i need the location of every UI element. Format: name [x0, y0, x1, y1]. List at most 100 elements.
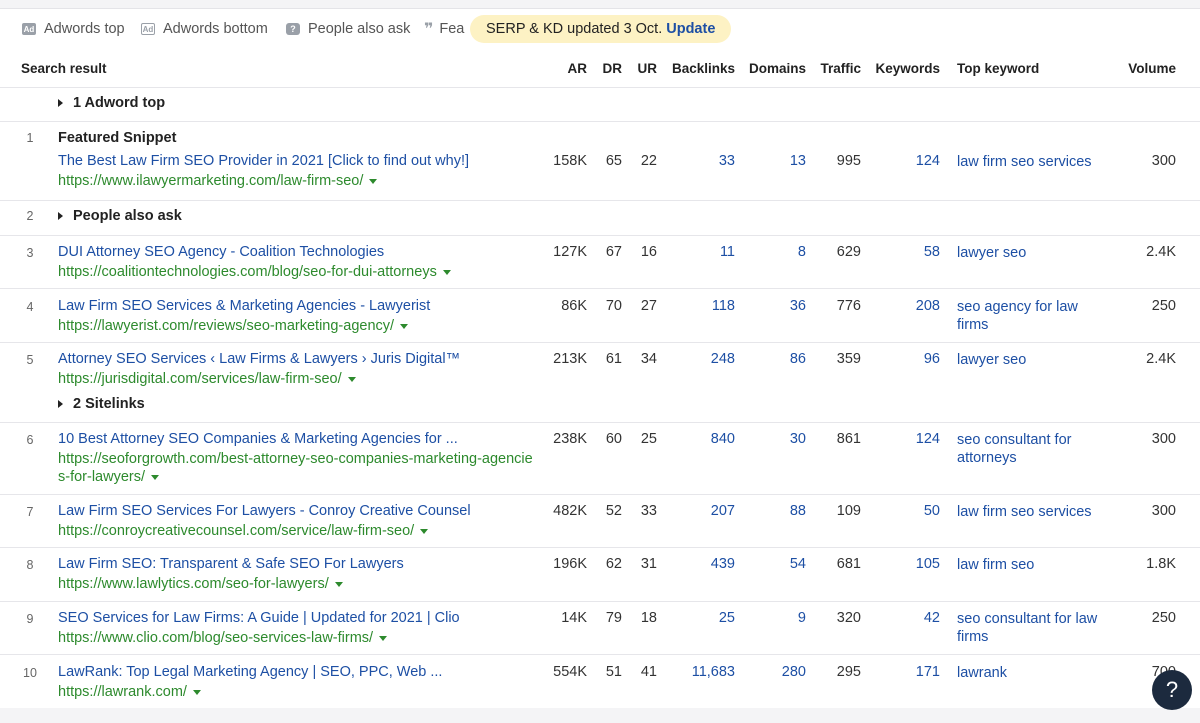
- domains-link[interactable]: 36: [789, 298, 806, 314]
- col-ar[interactable]: AR: [567, 61, 588, 76]
- result-url[interactable]: https://conroycreativecounsel.com/servic…: [58, 522, 538, 540]
- result-title[interactable]: The Best Law Firm SEO Provider in 2021 […: [58, 153, 469, 169]
- keywords-link[interactable]: 96: [923, 351, 940, 367]
- result-title[interactable]: SEO Services for Law Firms: A Guide | Up…: [58, 610, 460, 626]
- ur-value: 22: [640, 153, 657, 169]
- result-title[interactable]: DUI Attorney SEO Agency - Coalition Tech…: [58, 244, 385, 260]
- help-button[interactable]: ?: [1152, 670, 1192, 710]
- result-title[interactable]: Law Firm SEO: Transparent & Safe SEO For…: [58, 556, 404, 572]
- top-keyword-link[interactable]: law firm seo services: [957, 154, 1092, 170]
- backlinks-link[interactable]: 840: [710, 431, 735, 447]
- backlinks-link[interactable]: 439: [710, 556, 735, 572]
- divider: [0, 235, 1200, 236]
- keywords-link[interactable]: 105: [915, 556, 940, 572]
- dropdown-caret-icon[interactable]: [151, 474, 160, 480]
- result-title[interactable]: Attorney SEO Services ‹ Law Firms & Lawy…: [58, 351, 461, 367]
- col-top-keyword[interactable]: Top keyword: [957, 61, 1040, 76]
- keywords-link[interactable]: 50: [923, 503, 940, 519]
- col-traffic[interactable]: Traffic: [820, 61, 861, 76]
- col-ur[interactable]: UR: [637, 61, 658, 76]
- traffic-value: 681: [836, 556, 861, 572]
- ar-value: 86K: [561, 298, 587, 314]
- volume-value: 2.4K: [1146, 244, 1176, 260]
- keywords-link[interactable]: 124: [915, 431, 940, 447]
- group-adword-top[interactable]: 1 Adword top: [58, 95, 165, 111]
- col-keywords[interactable]: Keywords: [875, 61, 940, 76]
- dropdown-caret-icon[interactable]: [442, 269, 451, 275]
- keywords-link[interactable]: 124: [915, 153, 940, 169]
- top-keyword-link[interactable]: seo consultant for attorneys: [957, 432, 1072, 466]
- ad-outline-icon: Ad: [141, 23, 155, 35]
- backlinks-link[interactable]: 33: [718, 153, 735, 169]
- result-url[interactable]: https://lawyerist.com/reviews/seo-market…: [58, 317, 538, 335]
- divider: [0, 200, 1200, 201]
- keywords-link[interactable]: 171: [915, 664, 940, 680]
- divider: [0, 654, 1200, 655]
- result-url[interactable]: https://www.lawlytics.com/seo-for-lawyer…: [58, 575, 538, 593]
- domains-link[interactable]: 30: [789, 431, 806, 447]
- dropdown-caret-icon[interactable]: [334, 581, 343, 587]
- result-url[interactable]: https://www.ilawyermarketing.com/law-fir…: [58, 172, 538, 190]
- domains-link[interactable]: 88: [789, 503, 806, 519]
- result-url[interactable]: https://seoforgrowth.com/best-attorney-s…: [58, 451, 533, 485]
- filter-adwords-top[interactable]: Ad Adwords top: [22, 21, 125, 37]
- keywords-link[interactable]: 42: [923, 610, 940, 626]
- volume-value: 250: [1151, 298, 1176, 314]
- top-keyword-link[interactable]: law firm seo services: [957, 504, 1092, 520]
- group-people-also-ask[interactable]: People also ask: [58, 208, 182, 224]
- domains-link[interactable]: 9: [797, 610, 806, 626]
- col-backlinks[interactable]: Backlinks: [671, 61, 735, 76]
- result-title[interactable]: 10 Best Attorney SEO Companies & Marketi…: [58, 431, 458, 447]
- domains-link[interactable]: 86: [789, 351, 806, 367]
- col-dr[interactable]: DR: [602, 61, 623, 76]
- filter-adwords-bottom[interactable]: Ad Adwords bottom: [141, 21, 268, 37]
- filter-people-also-ask[interactable]: ? People also ask: [286, 21, 410, 37]
- traffic-value: 109: [836, 503, 861, 519]
- result-title[interactable]: LawRank: Top Legal Marketing Agency | SE…: [58, 664, 443, 680]
- backlinks-link[interactable]: 25: [718, 610, 735, 626]
- dropdown-caret-icon[interactable]: [420, 528, 429, 534]
- domains-link[interactable]: 54: [789, 556, 806, 572]
- backlinks-link[interactable]: 207: [710, 503, 735, 519]
- top-keyword-link[interactable]: seo consultant for law firms: [957, 611, 1098, 645]
- dropdown-caret-icon[interactable]: [369, 178, 378, 184]
- top-keyword-link[interactable]: law firm seo: [957, 557, 1035, 573]
- keywords-link[interactable]: 208: [915, 298, 940, 314]
- domains-link[interactable]: 13: [789, 153, 806, 169]
- result-url[interactable]: https://www.clio.com/blog/seo-services-l…: [58, 629, 538, 647]
- top-keyword-link[interactable]: seo agency for law firms: [957, 299, 1078, 333]
- ur-value: 41: [640, 664, 657, 680]
- dropdown-caret-icon[interactable]: [400, 323, 409, 329]
- traffic-value: 629: [836, 244, 861, 260]
- dropdown-caret-icon[interactable]: [347, 376, 356, 382]
- col-search-result[interactable]: Search result: [21, 61, 107, 76]
- top-keyword-link[interactable]: lawyer seo: [957, 352, 1027, 368]
- update-link[interactable]: Update: [666, 21, 716, 37]
- result-url[interactable]: https://coalitiontechnologies.com/blog/s…: [58, 263, 538, 281]
- result-url[interactable]: https://jurisdigital.com/services/law-fi…: [58, 370, 538, 388]
- ar-value: 158K: [553, 153, 587, 169]
- dropdown-caret-icon[interactable]: [379, 635, 388, 641]
- top-keyword-link[interactable]: lawrank: [957, 665, 1007, 681]
- dr-value: 67: [605, 244, 622, 260]
- col-volume[interactable]: Volume: [1128, 61, 1176, 76]
- keywords-link[interactable]: 58: [923, 244, 940, 260]
- filter-featured[interactable]: ❞ Fea: [424, 21, 465, 38]
- top-keyword-link[interactable]: lawyer seo: [957, 245, 1027, 261]
- group-sitelinks[interactable]: 2 Sitelinks: [58, 396, 145, 412]
- backlinks-link[interactable]: 11: [719, 244, 735, 260]
- bottom-bar: [0, 708, 1200, 723]
- expand-icon: [58, 99, 63, 107]
- ur-value: 31: [640, 556, 657, 572]
- dropdown-caret-icon[interactable]: [192, 689, 201, 695]
- result-title[interactable]: Law Firm SEO Services For Lawyers - Conr…: [58, 503, 471, 519]
- col-domains[interactable]: Domains: [748, 61, 806, 76]
- domains-link[interactable]: 280: [781, 664, 806, 680]
- result-url[interactable]: https://lawrank.com/: [58, 683, 538, 701]
- domains-link[interactable]: 8: [797, 244, 806, 260]
- dr-value: 65: [605, 153, 622, 169]
- backlinks-link[interactable]: 118: [711, 298, 735, 314]
- backlinks-link[interactable]: 11,683: [691, 664, 735, 680]
- result-title[interactable]: Law Firm SEO Services & Marketing Agenci…: [58, 298, 431, 314]
- backlinks-link[interactable]: 248: [710, 351, 735, 367]
